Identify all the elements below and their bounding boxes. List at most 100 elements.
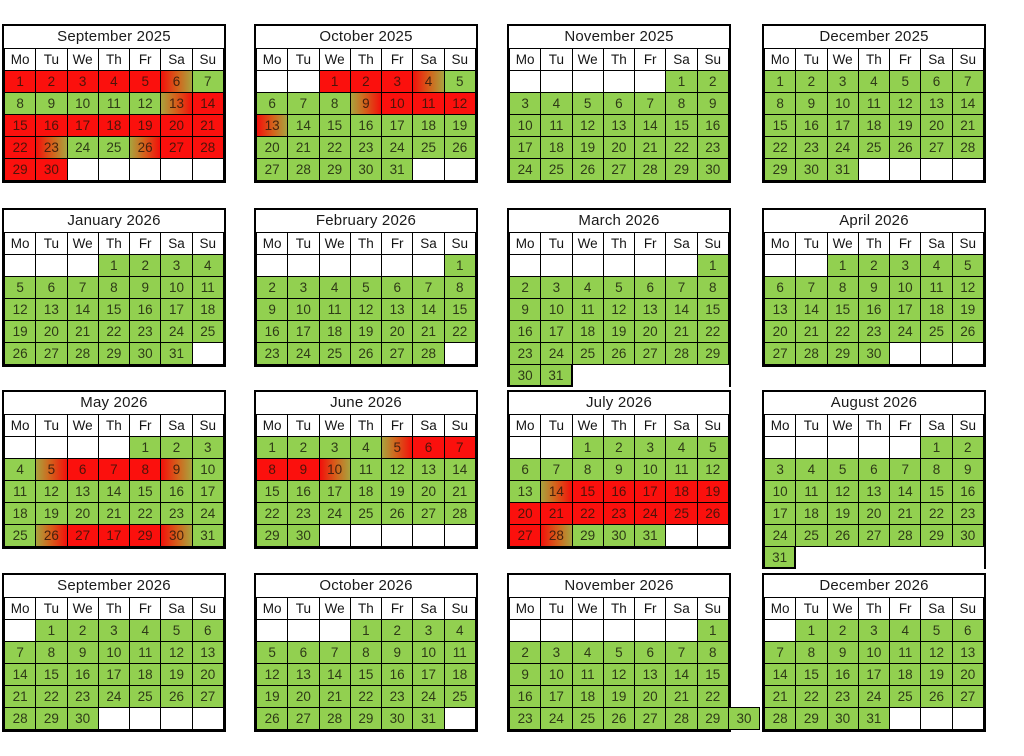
weekday-header: We — [66, 48, 99, 71]
day-cell: 23 — [951, 502, 984, 525]
day-cell: 9 — [381, 641, 414, 664]
day-cell: 22 — [35, 685, 68, 708]
weekday-header: Su — [443, 414, 476, 437]
day-cell: 9 — [509, 663, 542, 686]
empty-cell — [66, 254, 99, 277]
day-cell: 12 — [349, 298, 383, 321]
day-cell: 20 — [920, 114, 953, 137]
day-cell: 4 — [349, 436, 383, 459]
weekday-header: We — [66, 597, 99, 620]
day-cell: 13 — [634, 298, 667, 321]
month-title: June 2026 — [256, 392, 476, 415]
day-cell: 15 — [665, 114, 698, 137]
empty-cell — [665, 619, 698, 642]
empty-cell — [35, 254, 68, 277]
weekday-header: Mo — [256, 597, 289, 620]
weekday-header-row: Mo Tu We Th Fr Sa Su — [509, 414, 729, 437]
day-cell: 9 — [795, 92, 828, 115]
day-cell: 27 — [191, 685, 224, 708]
day-cell: 16 — [509, 320, 542, 343]
day-cell: 25 — [129, 685, 162, 708]
weekday-header: Mo — [256, 414, 289, 437]
day-cell: 3 — [857, 619, 891, 642]
month-title: November 2026 — [509, 575, 729, 598]
day-cell: 21 — [764, 685, 797, 708]
day-cell: 6 — [920, 70, 953, 93]
day-cell: 8 — [795, 641, 828, 664]
day-cell: 15 — [826, 298, 859, 321]
day-cell: 1 — [764, 70, 797, 93]
day-cell: 11 — [889, 641, 922, 664]
day-cell: 16 — [66, 663, 99, 686]
day-cell: 5 — [129, 70, 162, 93]
empty-cell — [889, 436, 922, 459]
weekday-header: We — [318, 414, 351, 437]
day-cell: 7 — [287, 92, 320, 115]
day-cell: 8 — [35, 641, 68, 664]
day-cell: 14 — [412, 298, 445, 321]
empty-cell — [920, 707, 953, 730]
day-cell: 27 — [602, 158, 636, 181]
month-title: March 2026 — [509, 210, 729, 233]
day-cell: 17 — [381, 114, 414, 137]
day-cell: 28 — [889, 524, 922, 547]
day-cell: 26 — [826, 524, 859, 547]
day-cell: 22 — [97, 320, 131, 343]
day-cell: 29 — [826, 342, 859, 365]
day-cell: 14 — [318, 663, 351, 686]
day-cell: 26 — [381, 502, 414, 525]
day-cell: 25 — [857, 136, 891, 159]
weekday-header: Th — [349, 232, 383, 255]
day-cell: 23 — [696, 136, 729, 159]
day-cell: 12 — [602, 663, 636, 686]
day-cell: 2 — [826, 619, 859, 642]
weekday-header-row: Mo Tu We Th Fr Sa Su — [509, 48, 729, 71]
empty-cell — [540, 619, 573, 642]
weekday-header: Fr — [889, 597, 922, 620]
day-cell: 2 — [160, 436, 193, 459]
day-cell: 1 — [318, 70, 351, 93]
day-cell: 21 — [318, 685, 351, 708]
day-cell: 24 — [318, 502, 351, 525]
empty-cell — [764, 619, 797, 642]
day-cell: 8 — [826, 276, 859, 299]
day-cell: 17 — [160, 298, 193, 321]
month-title: July 2026 — [509, 392, 729, 415]
day-cell: 20 — [66, 502, 99, 525]
empty-cell — [443, 707, 476, 730]
empty-cell — [443, 342, 476, 365]
day-cell: 3 — [160, 254, 193, 277]
day-cell: 27 — [951, 685, 984, 708]
weekday-header: Tu — [35, 414, 68, 437]
day-cell: 19 — [129, 114, 162, 137]
day-cell: 1 — [696, 619, 729, 642]
week-row: 17 18 19 20 21 22 23 — [509, 136, 729, 159]
empty-cell — [920, 158, 953, 181]
day-cell: 19 — [696, 480, 729, 503]
day-cell: 1 — [795, 619, 828, 642]
day-cell: 2 — [66, 619, 99, 642]
day-cell: 28 — [795, 342, 828, 365]
day-cell: 3 — [287, 276, 320, 299]
day-cell: 8 — [665, 92, 698, 115]
day-cell: 13 — [160, 92, 193, 115]
day-cell: 26 — [696, 502, 729, 525]
day-cell: 30 — [826, 707, 859, 730]
weekday-header: Sa — [920, 48, 953, 71]
day-cell: 4 — [571, 276, 604, 299]
day-cell: 17 — [412, 663, 445, 686]
day-cell: 17 — [540, 320, 573, 343]
empty-cell — [764, 436, 797, 459]
weekday-header: Su — [443, 232, 476, 255]
weekday-header: Th — [97, 48, 131, 71]
day-cell: 31 — [634, 524, 667, 547]
week-row: 29 30 — [4, 158, 224, 181]
day-cell: 18 — [318, 320, 351, 343]
day-cell: 7 — [318, 641, 351, 664]
day-cell: 21 — [795, 320, 828, 343]
